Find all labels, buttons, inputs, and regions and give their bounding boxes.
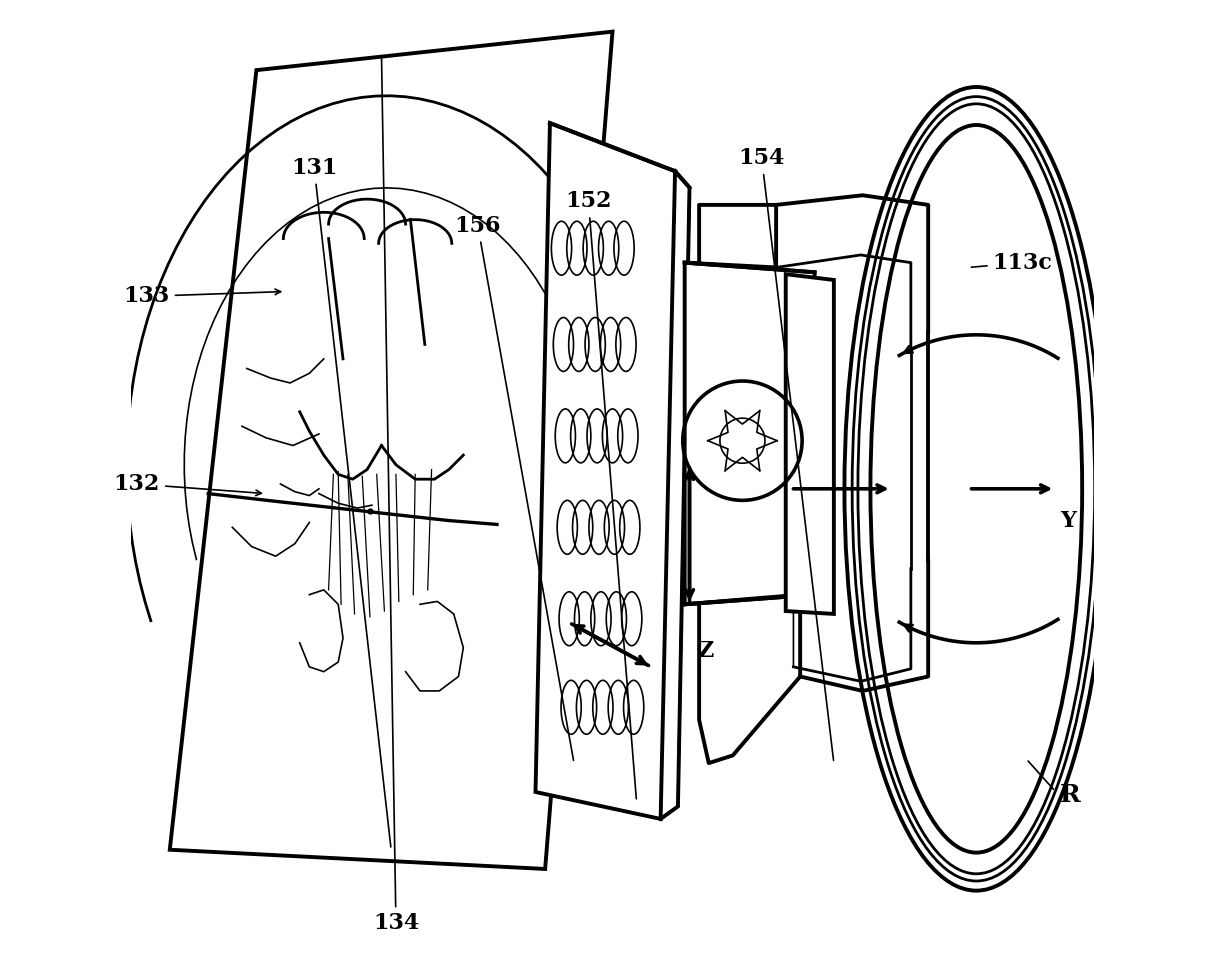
Text: 156: 156 — [454, 215, 573, 761]
Polygon shape — [685, 262, 815, 604]
Text: 132: 132 — [114, 473, 261, 496]
Text: X: X — [592, 722, 609, 744]
Text: 131: 131 — [292, 157, 391, 847]
Ellipse shape — [871, 125, 1082, 853]
Text: Z: Z — [697, 640, 713, 662]
Text: 134: 134 — [372, 58, 419, 934]
Text: 154: 154 — [739, 147, 833, 760]
Polygon shape — [785, 274, 834, 614]
Polygon shape — [535, 123, 675, 819]
Text: Y: Y — [1060, 510, 1076, 532]
Text: 133: 133 — [124, 286, 281, 307]
Text: 113c: 113c — [971, 252, 1052, 274]
Text: 152: 152 — [565, 191, 636, 799]
Text: R: R — [1060, 782, 1080, 806]
